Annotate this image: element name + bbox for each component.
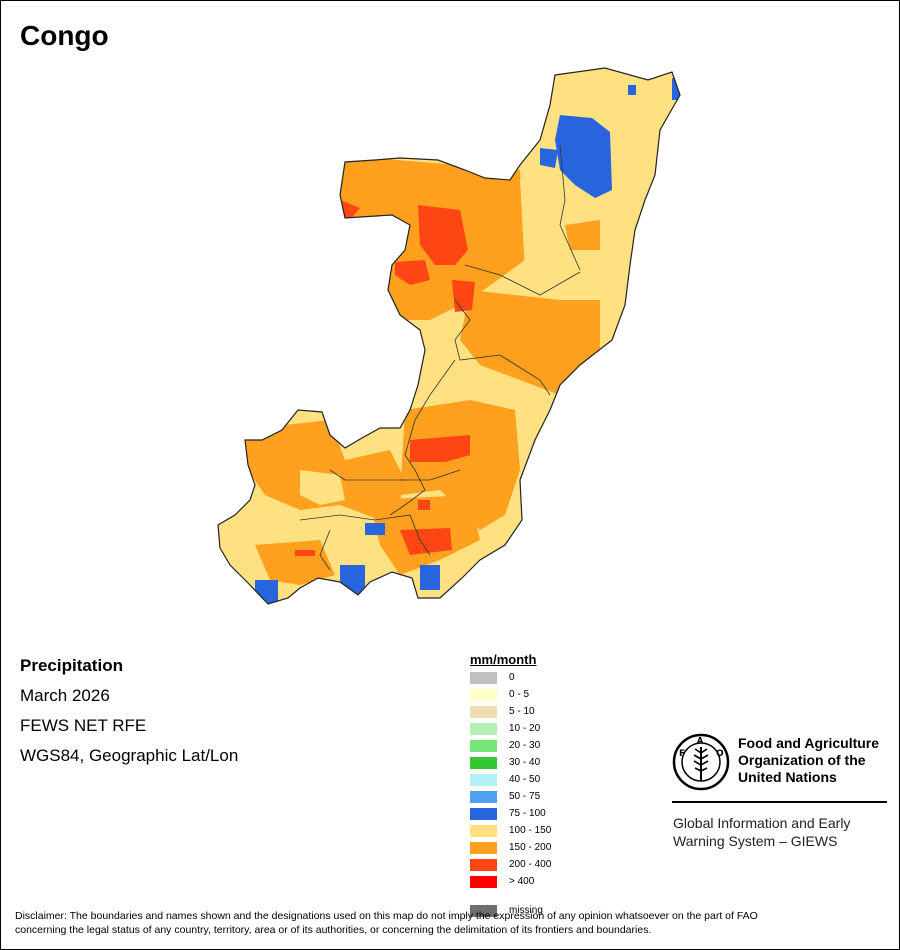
legend-row: 100 - 150 xyxy=(470,822,551,839)
giews-line-2: Warning System – GIEWS xyxy=(673,833,838,849)
department-boundaries xyxy=(299,144,581,571)
precip-200-400-south xyxy=(400,528,452,555)
map-title: Congo xyxy=(20,20,109,51)
legend-label: 0 xyxy=(509,672,515,683)
legend-row: 30 - 40 xyxy=(470,754,551,771)
legend-label: 100 - 150 xyxy=(509,825,552,836)
legend-rows: 0 0 - 5 5 - 10 10 - 20 20 - 30 30 - 40 40 - 50… xyxy=(470,669,551,890)
precip-100-150-patch xyxy=(520,170,570,270)
precip-200-400-east xyxy=(410,435,470,462)
legend-swatch xyxy=(470,688,497,701)
legend-row: 20 - 30 xyxy=(470,737,551,754)
precip-100-150-pocket xyxy=(300,470,345,505)
legend-row: > 400 xyxy=(470,873,551,890)
legend-title: mm/month xyxy=(470,652,537,667)
legend-swatch xyxy=(470,807,497,820)
legend-swatch xyxy=(470,858,497,871)
legend-row: 200 - 400 xyxy=(470,856,551,873)
legend-swatch xyxy=(470,722,497,735)
legend-swatch xyxy=(470,841,497,854)
legend-row: 50 - 75 xyxy=(470,788,551,805)
legend-swatch xyxy=(470,875,497,888)
legend-label: 20 - 30 xyxy=(509,740,541,751)
legend-label: 0 - 5 xyxy=(509,689,530,700)
precip-75-100-northeast xyxy=(555,115,612,198)
disclaimer-line-2: concerning the legal status of any count… xyxy=(15,924,652,936)
disclaimer-line-1: Disclaimer: The boundaries and names sho… xyxy=(15,910,758,922)
legend-label: 10 - 20 xyxy=(509,723,541,734)
legend-label: > 400 xyxy=(509,876,535,887)
precip-75-100-coast xyxy=(340,565,365,598)
country-outline xyxy=(217,67,681,605)
legend-row-missing: missing xyxy=(470,902,551,919)
giews-name: Global Information and Early Warning Sys… xyxy=(673,814,850,850)
fao-organization-name: Food and Agriculture Organization of the… xyxy=(738,735,879,786)
legend-swatch-missing xyxy=(470,904,497,917)
precip-75-100-speck xyxy=(628,85,636,95)
legend-label: 150 - 200 xyxy=(509,842,552,853)
org-name-line-3: United Nations xyxy=(738,769,837,785)
projection-label: WGS84, Geographic Lat/Lon xyxy=(20,746,239,765)
svg-text:O: O xyxy=(716,749,724,759)
precip-200-400-northwest xyxy=(395,260,430,285)
precip-200-400-southwest xyxy=(295,550,315,556)
svg-text:A: A xyxy=(697,736,704,745)
precip-200-400-speck xyxy=(418,500,430,510)
legend-swatch xyxy=(470,671,497,684)
legend-label: 50 - 75 xyxy=(509,791,541,802)
legend-label: 200 - 400 xyxy=(509,859,552,870)
precip-200-400-north xyxy=(418,205,468,265)
legend-swatch xyxy=(470,739,497,752)
map-info: Precipitation March 2026 FEWS NET RFE WG… xyxy=(20,656,238,776)
precip-200-400-centralnorth xyxy=(452,280,475,312)
precipitation-map xyxy=(217,67,681,605)
legend-label: 40 - 50 xyxy=(509,774,541,785)
legend-row: 0 xyxy=(470,669,551,686)
legend-label: 30 - 40 xyxy=(509,757,541,768)
precip-75-100-south xyxy=(420,565,440,590)
legend-row: 40 - 50 xyxy=(470,771,551,788)
divider xyxy=(672,801,887,803)
legend-swatch xyxy=(470,705,497,718)
legend-row: 150 - 200 xyxy=(470,839,551,856)
giews-line-1: Global Information and Early xyxy=(673,815,851,831)
legend-label-missing: missing xyxy=(509,905,543,916)
period-label: March 2026 xyxy=(20,686,110,705)
legend-swatch xyxy=(470,790,497,803)
legend-swatch xyxy=(470,756,497,769)
legend-row: 5 - 10 xyxy=(470,703,551,720)
precip-75-100-southwest xyxy=(255,580,278,604)
precip-150-200-west xyxy=(240,420,405,520)
precip-75-100-speck-2 xyxy=(365,523,385,535)
legend-row: 75 - 100 xyxy=(470,805,551,822)
legend-row: 10 - 20 xyxy=(470,720,551,737)
legend-row: 0 - 5 xyxy=(470,686,551,703)
legend-label: 75 - 100 xyxy=(509,808,546,819)
svg-text:F: F xyxy=(679,749,685,759)
disclaimer: Disclaimer: The boundaries and names sho… xyxy=(15,909,890,937)
source-label: FEWS NET RFE xyxy=(20,716,147,735)
org-name-line-1: Food and Agriculture xyxy=(738,735,880,751)
precip-150-200-northeast xyxy=(565,220,600,250)
legend: mm/month 0 0 - 5 5 - 10 10 - 20 20 - 30 30 - … xyxy=(470,652,551,919)
fao-logo-icon: F A O xyxy=(672,733,730,791)
precip-200-400-far-northwest xyxy=(340,200,360,220)
variable-label: Precipitation xyxy=(20,656,123,675)
precip-75-100-north xyxy=(540,148,558,168)
precip-150-200-east xyxy=(400,400,520,530)
legend-swatch xyxy=(470,824,497,837)
precip-150-200-central xyxy=(460,290,600,395)
legend-swatch xyxy=(470,773,497,786)
org-name-line-2: Organization of the xyxy=(738,752,866,768)
legend-label: 5 - 10 xyxy=(509,706,535,717)
